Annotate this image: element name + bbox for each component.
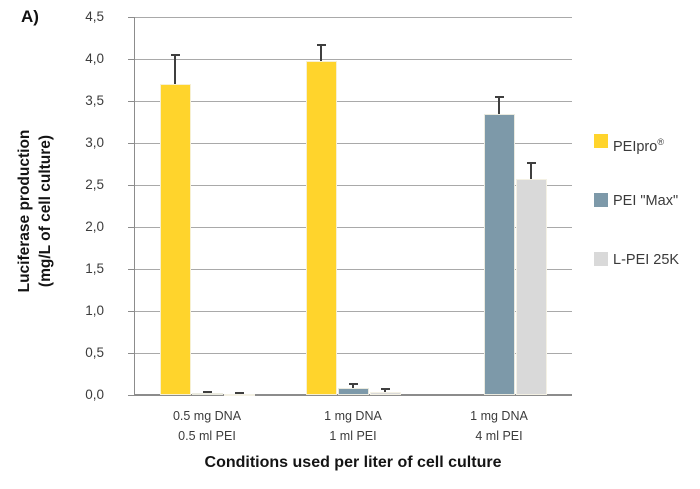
y-tick-label: 0,0: [85, 387, 104, 402]
gridline: [134, 16, 572, 18]
bar-series1-group0: [191, 393, 223, 396]
bar-series1-group1: [337, 388, 369, 395]
panel-label: A): [21, 7, 39, 26]
gridline: [134, 142, 572, 144]
y-tick-mark: [128, 143, 134, 144]
y-tick-label: 3,5: [85, 93, 104, 108]
gridline: [134, 58, 572, 60]
error-bar-cap: [380, 387, 390, 390]
error-bar-cap: [526, 162, 536, 165]
gridline: [134, 310, 572, 312]
y-tick-label: 2,5: [85, 177, 104, 192]
error-bar-line: [498, 96, 500, 114]
legend-label: PEI "Max": [613, 193, 679, 209]
error-bar-cap: [494, 95, 504, 98]
legend-swatch: [594, 252, 608, 266]
bar-series2-group1: [369, 391, 401, 395]
legend-label: L-PEI 25K: [613, 252, 680, 268]
error-bar-cap: [202, 390, 212, 393]
gridline: [134, 100, 572, 102]
bar-series1-group2: [483, 113, 515, 395]
error-bar-cap: [170, 53, 180, 56]
y-axis-line: [134, 17, 135, 396]
gridline: [134, 184, 572, 186]
gridline: [134, 268, 572, 270]
x-axis-title: Conditions used per liter of cell cultur…: [204, 454, 502, 471]
legend-label: PEIpro®: [613, 137, 664, 155]
error-bar-cap: [234, 391, 244, 394]
category-label: 0.5 mg DNA 0.5 ml PEI: [172, 409, 242, 443]
legend-swatch: [594, 193, 608, 207]
y-tick-label: 2,0: [85, 219, 104, 234]
category-label: 1 mg DNA 1 ml PEI: [324, 409, 382, 443]
y-tick-label: 3,0: [85, 135, 104, 150]
y-tick-mark: [128, 227, 134, 228]
bar-series0-group0: [159, 84, 191, 395]
y-tick-label: 1,5: [85, 261, 104, 276]
y-tick-mark: [128, 353, 134, 354]
error-bar-line: [320, 44, 322, 61]
y-tick-mark: [128, 17, 134, 18]
error-bar-line: [530, 163, 532, 180]
legend-swatch: [594, 134, 608, 148]
error-bar-cap: [316, 43, 326, 46]
bar-series2-group2: [515, 179, 547, 395]
y-tick-mark: [128, 395, 134, 396]
y-tick-label: 1,0: [85, 303, 104, 318]
y-tick-mark: [128, 59, 134, 60]
y-tick-label: 4,0: [85, 51, 104, 66]
gridline: [134, 226, 572, 228]
error-bar-cap: [348, 383, 358, 386]
error-bar-line: [384, 388, 386, 392]
gridline: [134, 352, 572, 354]
y-tick-mark: [128, 311, 134, 312]
bar-series0-group1: [305, 60, 337, 395]
y-tick-mark: [128, 101, 134, 102]
y-tick-mark: [128, 269, 134, 270]
error-bar-line: [174, 54, 176, 85]
y-tick-label: 0,5: [85, 345, 104, 360]
x-axis-line: [134, 394, 572, 396]
error-bar-line: [352, 384, 354, 389]
category-label: 1 mg DNA 4 ml PEI: [470, 409, 528, 443]
y-tick-label: 4,5: [85, 9, 104, 24]
y-tick-mark: [128, 185, 134, 186]
registered-trademark-symbol: ®: [657, 137, 664, 147]
bar-series2-group0: [223, 394, 255, 397]
